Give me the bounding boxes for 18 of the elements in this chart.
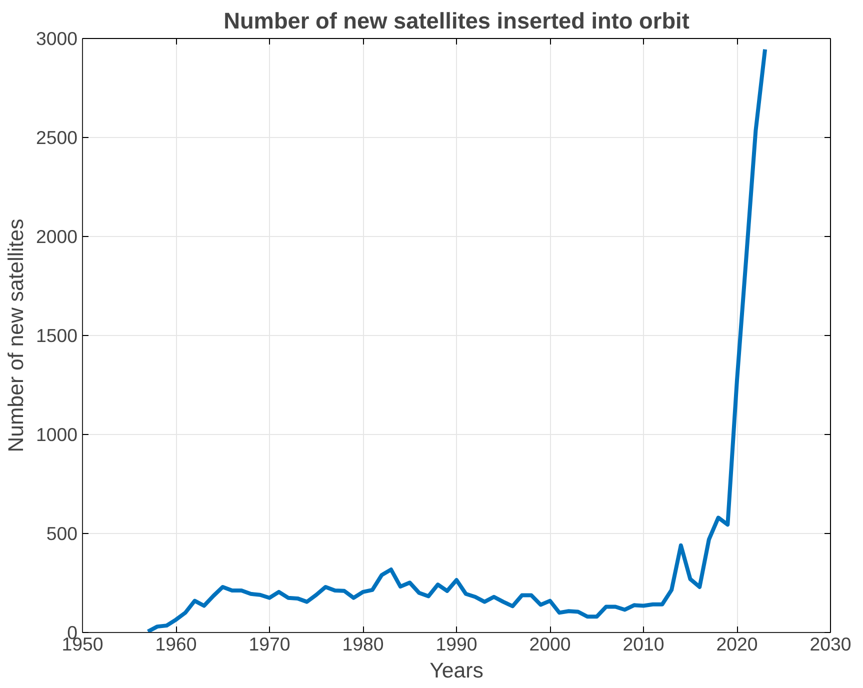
y-tick-label: 2500 bbox=[36, 127, 78, 148]
y-tick-label: 1500 bbox=[36, 325, 78, 346]
x-tick-label: 1960 bbox=[155, 634, 197, 654]
x-tick-label: 1980 bbox=[342, 634, 384, 654]
x-tick-label: 2010 bbox=[622, 634, 664, 654]
y-tick-label: 2000 bbox=[36, 226, 78, 247]
x-tick-label: 2000 bbox=[529, 634, 571, 654]
x-tick-label: 2020 bbox=[716, 634, 758, 654]
x-tick-label: 1990 bbox=[436, 634, 478, 654]
x-tick-label: 2030 bbox=[810, 634, 852, 654]
y-axis-title: Number of new satellites bbox=[4, 218, 28, 452]
chart-title: Number of new satellites inserted into orbit bbox=[224, 8, 690, 34]
x-axis-title: Years bbox=[430, 658, 484, 682]
x-tick-label: 1970 bbox=[248, 634, 290, 654]
y-tick-label: 500 bbox=[46, 523, 78, 544]
y-tick-label: 3000 bbox=[36, 28, 78, 49]
y-tick-label: 1000 bbox=[36, 424, 78, 445]
line-series bbox=[146, 47, 768, 632]
